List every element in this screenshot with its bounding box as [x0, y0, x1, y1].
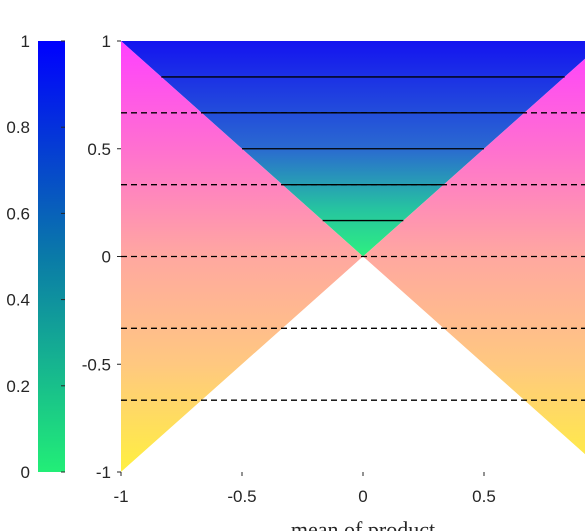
x-tick-label-1: -0.5	[227, 487, 256, 506]
colorbar-tick-label-4: 0.8	[6, 118, 30, 137]
x-tick-label-3: 0.5	[472, 487, 496, 506]
colorbar-ticks: 0 0.2 0.4 0.6 0.8 1	[6, 32, 65, 482]
x-tick-label-0: -1	[113, 487, 128, 506]
colorbar-tick-label-2: 0.4	[6, 291, 30, 310]
x-axis-label: mean of product	[291, 517, 435, 531]
y-tick-label-1: -0.5	[82, 355, 111, 374]
plot-area: -1 -0.5 0 0.5 1 -1 -0.5 0 0.5 mean of product	[82, 32, 585, 531]
colorbar-tick-label-3: 0.6	[6, 204, 30, 223]
colorbar-tick-label-5: 1	[21, 32, 30, 51]
contour-lines	[121, 76, 585, 401]
colorbar-tick-label-0: 0	[21, 463, 30, 482]
y-tick-label-2: 0	[102, 248, 111, 267]
y-axis-ticks: -1 -0.5 0 0.5 1	[82, 32, 121, 482]
x-axis-ticks: -1 -0.5 0 0.5	[113, 472, 496, 506]
colorbar-bar	[38, 41, 65, 472]
colorbar: 0 0.2 0.4 0.6 0.8 1	[6, 32, 65, 482]
colorbar-tick-label-1: 0.2	[6, 377, 30, 396]
x-tick-label-2: 0	[358, 487, 367, 506]
y-tick-label-3: 0.5	[87, 140, 111, 159]
y-tick-label-0: -1	[96, 463, 111, 482]
lower-cone-polygon-0	[121, 256, 585, 472]
y-tick-label-4: 1	[102, 32, 111, 51]
